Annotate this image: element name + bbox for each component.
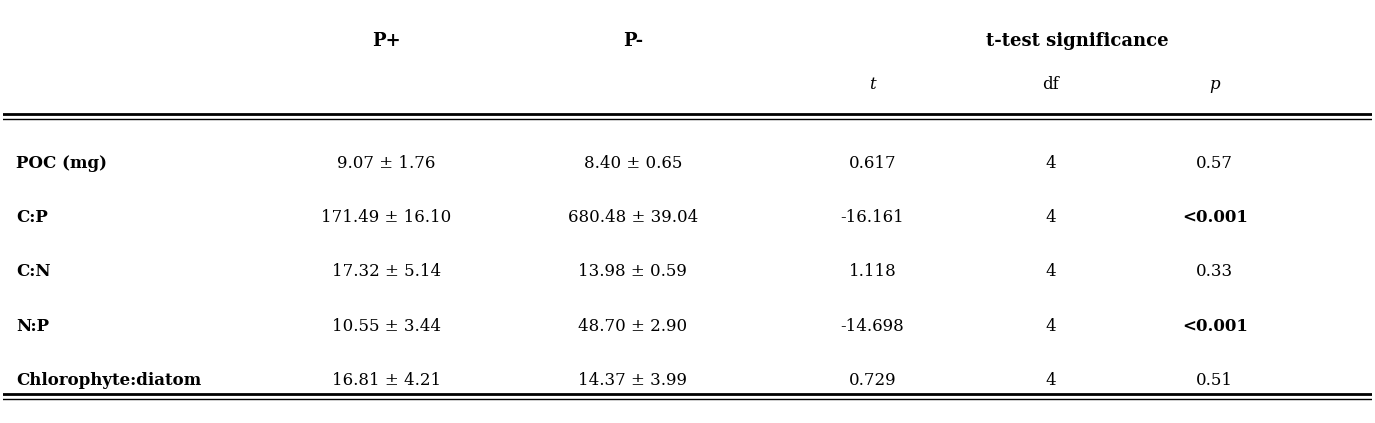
Text: 4: 4 xyxy=(1045,264,1056,280)
Text: P+: P+ xyxy=(371,32,400,50)
Text: 1.118: 1.118 xyxy=(848,264,896,280)
Text: 9.07 ± 1.76: 9.07 ± 1.76 xyxy=(337,155,436,172)
Text: t-test significance: t-test significance xyxy=(986,32,1169,50)
Text: 4: 4 xyxy=(1045,372,1056,389)
Text: 16.81 ± 4.21: 16.81 ± 4.21 xyxy=(331,372,441,389)
Text: 680.48 ± 39.04: 680.48 ± 39.04 xyxy=(568,209,698,226)
Text: Chlorophyte:diatom: Chlorophyte:diatom xyxy=(16,372,202,389)
Text: <0.001: <0.001 xyxy=(1181,209,1247,226)
Text: 4: 4 xyxy=(1045,155,1056,172)
Text: 10.55 ± 3.44: 10.55 ± 3.44 xyxy=(331,318,441,335)
Text: -16.161: -16.161 xyxy=(840,209,905,226)
Text: 0.33: 0.33 xyxy=(1196,264,1233,280)
Text: t: t xyxy=(869,77,876,93)
Text: P-: P- xyxy=(623,32,642,50)
Text: 0.617: 0.617 xyxy=(848,155,896,172)
Text: POC (mg): POC (mg) xyxy=(16,155,107,172)
Text: 4: 4 xyxy=(1045,209,1056,226)
Text: df: df xyxy=(1042,77,1059,93)
Text: N:P: N:P xyxy=(16,318,49,335)
Text: 0.729: 0.729 xyxy=(848,372,896,389)
Text: 14.37 ± 3.99: 14.37 ± 3.99 xyxy=(579,372,688,389)
Text: p: p xyxy=(1210,77,1220,93)
Text: 4: 4 xyxy=(1045,318,1056,335)
Text: C:P: C:P xyxy=(16,209,48,226)
Text: -14.698: -14.698 xyxy=(840,318,905,335)
Text: 0.57: 0.57 xyxy=(1196,155,1233,172)
Text: C:N: C:N xyxy=(16,264,51,280)
Text: <0.001: <0.001 xyxy=(1181,318,1247,335)
Text: 8.40 ± 0.65: 8.40 ± 0.65 xyxy=(583,155,682,172)
Text: 171.49 ± 16.10: 171.49 ± 16.10 xyxy=(322,209,451,226)
Text: 0.51: 0.51 xyxy=(1196,372,1233,389)
Text: 48.70 ± 2.90: 48.70 ± 2.90 xyxy=(578,318,688,335)
Text: 17.32 ± 5.14: 17.32 ± 5.14 xyxy=(331,264,441,280)
Text: 13.98 ± 0.59: 13.98 ± 0.59 xyxy=(579,264,688,280)
